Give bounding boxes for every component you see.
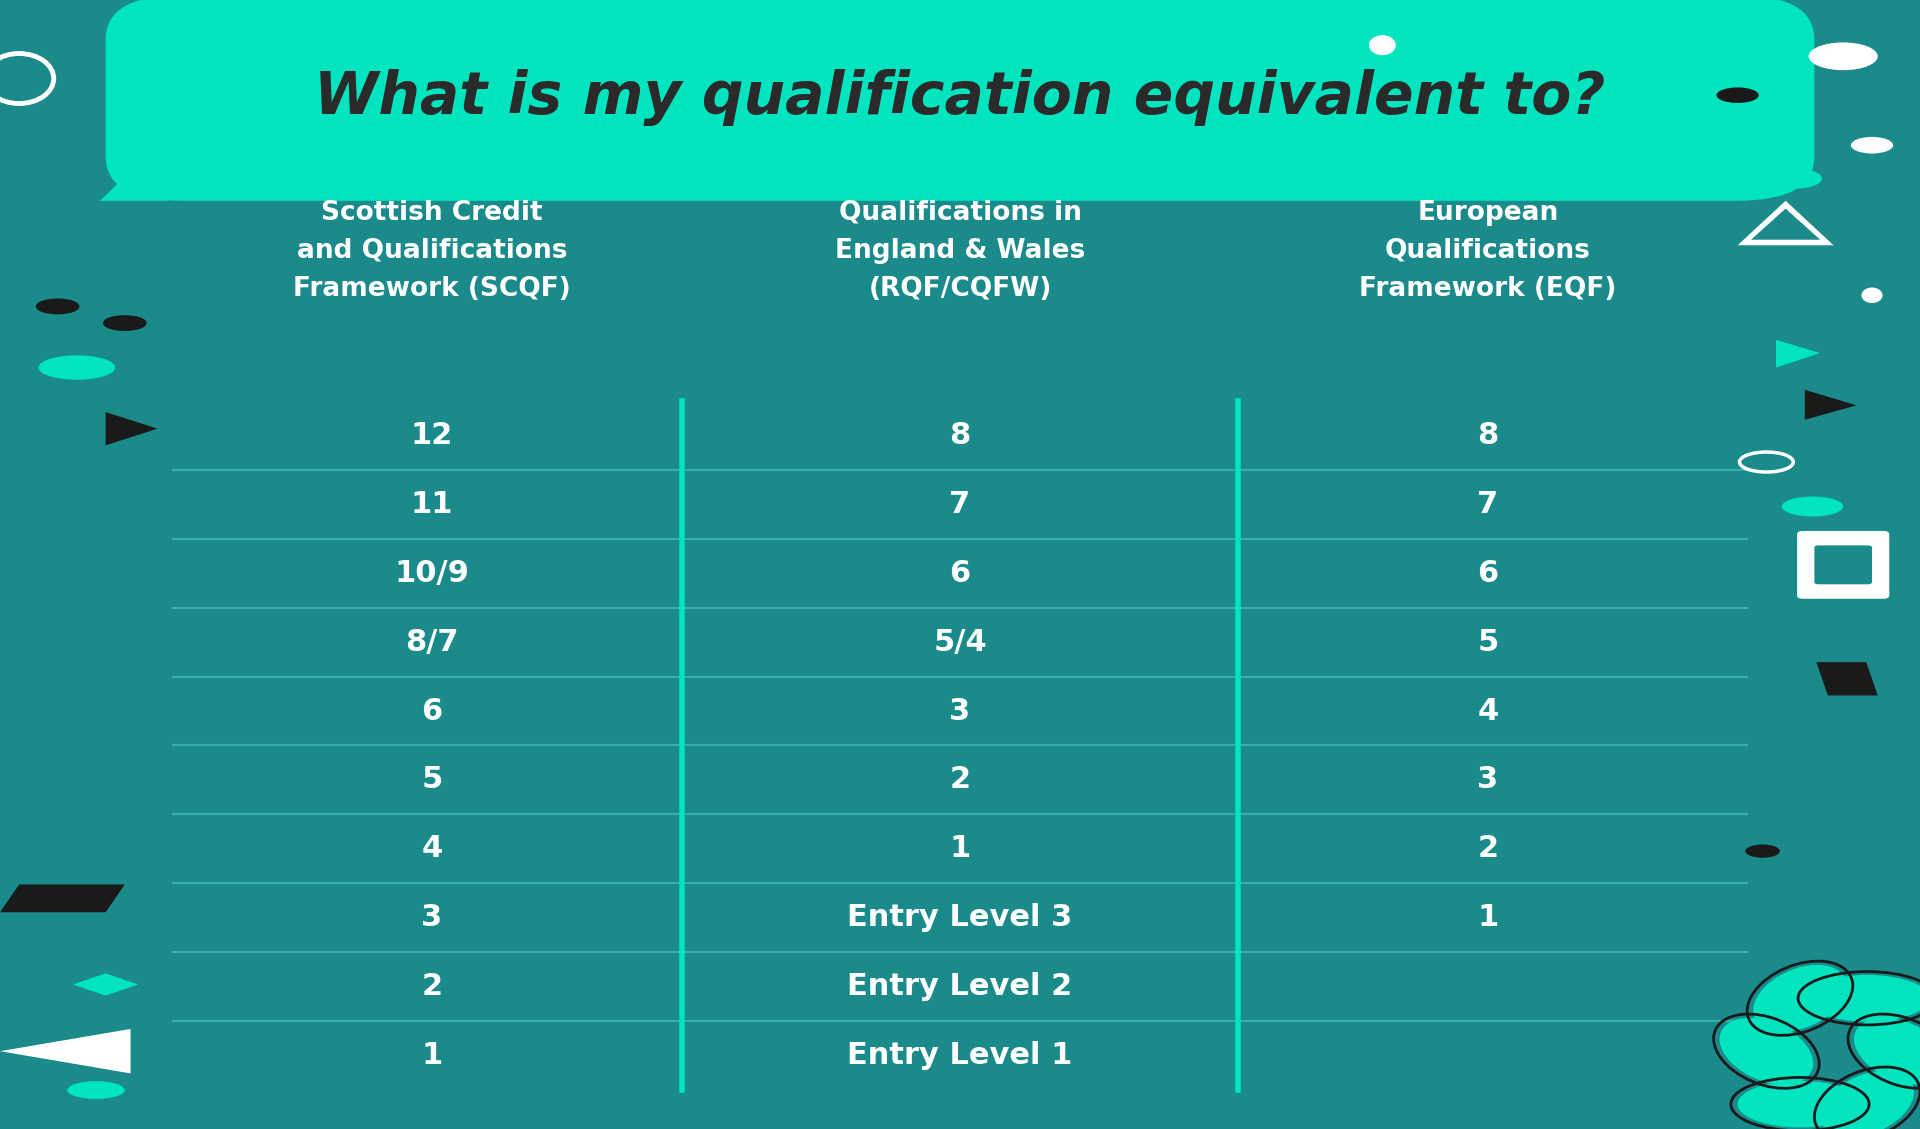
FancyBboxPatch shape xyxy=(1797,531,1889,598)
Polygon shape xyxy=(1738,201,1834,245)
Ellipse shape xyxy=(1805,975,1920,1022)
Polygon shape xyxy=(100,167,169,201)
Ellipse shape xyxy=(1753,965,1847,1032)
Text: 6: 6 xyxy=(948,559,972,588)
Ellipse shape xyxy=(1809,43,1878,70)
Text: 7: 7 xyxy=(1476,490,1500,518)
Text: 1: 1 xyxy=(420,1041,444,1070)
Polygon shape xyxy=(1816,662,1878,695)
Text: 7: 7 xyxy=(948,490,972,518)
Text: What is my qualification equivalent to?: What is my qualification equivalent to? xyxy=(315,70,1605,126)
Text: 8: 8 xyxy=(1476,421,1500,449)
Polygon shape xyxy=(0,1029,131,1074)
Text: 4: 4 xyxy=(420,834,444,864)
Text: 1: 1 xyxy=(1476,903,1500,933)
Ellipse shape xyxy=(104,316,146,331)
Text: Qualifications in
England & Wales
(RQF/CQFW): Qualifications in England & Wales (RQF/C… xyxy=(835,200,1085,301)
Text: Entry Level 3: Entry Level 3 xyxy=(847,903,1073,933)
Text: Entry Level 1: Entry Level 1 xyxy=(847,1041,1073,1070)
Text: 1: 1 xyxy=(948,834,972,864)
Ellipse shape xyxy=(36,299,79,314)
Text: 2: 2 xyxy=(948,765,972,795)
Ellipse shape xyxy=(1768,168,1822,189)
Text: Entry Level 2: Entry Level 2 xyxy=(847,972,1073,1001)
Text: 8/7: 8/7 xyxy=(405,628,459,657)
FancyBboxPatch shape xyxy=(106,0,1814,201)
Polygon shape xyxy=(73,973,138,996)
Text: 3: 3 xyxy=(948,697,972,726)
Text: 5/4: 5/4 xyxy=(933,628,987,657)
Ellipse shape xyxy=(67,1082,125,1099)
Polygon shape xyxy=(0,884,125,912)
Ellipse shape xyxy=(1738,1080,1862,1128)
Ellipse shape xyxy=(1851,137,1893,154)
Text: 10/9: 10/9 xyxy=(394,559,470,588)
Text: European
Qualifications
Framework (EQF): European Qualifications Framework (EQF) xyxy=(1359,200,1617,301)
Ellipse shape xyxy=(1369,35,1396,55)
FancyBboxPatch shape xyxy=(1814,545,1872,585)
Text: 3: 3 xyxy=(1476,765,1500,795)
Polygon shape xyxy=(1751,209,1820,239)
Text: 2: 2 xyxy=(1476,834,1500,864)
Text: 4: 4 xyxy=(1476,697,1500,726)
Ellipse shape xyxy=(1745,844,1780,858)
Text: 5: 5 xyxy=(420,765,444,795)
Ellipse shape xyxy=(1855,1018,1920,1085)
Ellipse shape xyxy=(38,356,115,379)
Text: 12: 12 xyxy=(411,421,453,449)
Polygon shape xyxy=(106,412,157,445)
Ellipse shape xyxy=(1820,1070,1914,1129)
Text: 2: 2 xyxy=(420,972,444,1001)
Text: 6: 6 xyxy=(1476,559,1500,588)
Ellipse shape xyxy=(1862,288,1882,303)
Text: Scottish Credit
and Qualifications
Framework (SCQF): Scottish Credit and Qualifications Frame… xyxy=(294,200,570,301)
Text: 6: 6 xyxy=(420,697,444,726)
Polygon shape xyxy=(1805,390,1857,420)
Ellipse shape xyxy=(1720,1018,1812,1085)
Text: 11: 11 xyxy=(411,490,453,518)
Ellipse shape xyxy=(1716,87,1759,103)
Polygon shape xyxy=(1776,340,1820,368)
Text: 5: 5 xyxy=(1476,628,1500,657)
Text: 3: 3 xyxy=(420,903,444,933)
Text: 8: 8 xyxy=(948,421,972,449)
Ellipse shape xyxy=(1782,497,1843,516)
